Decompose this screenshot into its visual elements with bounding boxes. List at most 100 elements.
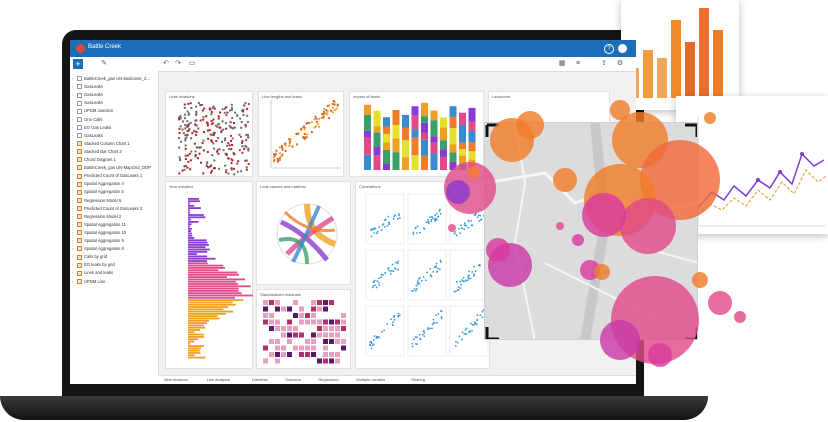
chevron-right-icon[interactable]: › <box>72 229 74 235</box>
sidebar-item[interactable]: › Chord Diagram 1 <box>72 156 116 164</box>
stacked-bar-segment <box>411 115 419 130</box>
help-button[interactable]: ? <box>604 44 614 54</box>
sidebar-item[interactable]: › Stacked Column Chart 1 <box>72 140 130 148</box>
add-button[interactable]: + <box>73 59 83 69</box>
card-impact[interactable]: Impact of leaks <box>349 91 484 177</box>
correlation-point <box>464 328 467 331</box>
toolbar: + ✎ ↶ ↷ ▭ ▦ ≡ ⇪ ⚙ <box>70 57 636 72</box>
leak-dot <box>246 121 249 124</box>
sidebar-item[interactable]: › GasLeaks <box>72 91 103 99</box>
chevron-right-icon[interactable]: › <box>72 157 74 162</box>
chevron-right-icon[interactable]: › <box>72 254 74 260</box>
sidebar-item[interactable]: › Lines and leaks <box>72 269 113 277</box>
leak-dot <box>194 119 197 122</box>
heatmap-cell <box>329 332 334 338</box>
chevron-right-icon[interactable]: › <box>72 100 74 106</box>
layout-icon[interactable]: ▭ <box>188 60 196 67</box>
chevron-right-icon[interactable]: › <box>72 189 74 195</box>
edit-icon[interactable]: ✎ <box>101 60 107 67</box>
sidebar-item[interactable]: › EO leaks by grid <box>72 261 115 269</box>
chevron-right-icon[interactable]: › <box>72 270 74 276</box>
stacked-bar-segment <box>468 151 476 160</box>
chevron-right-icon[interactable]: › <box>72 76 74 81</box>
tab-item[interactable]: Dateflow <box>252 377 268 382</box>
tab-item[interactable]: Regression <box>318 377 339 382</box>
scatter-point <box>320 112 324 116</box>
card-leak-locations[interactable]: Leak locations <box>165 91 253 177</box>
sidebar-item[interactable]: › BattleCreek_gas UN-MapGrid_DDP <box>72 164 151 172</box>
share-icon[interactable]: ⇪ <box>601 60 607 67</box>
heatmap-cell <box>311 319 316 325</box>
card-leak-causes[interactable]: Leak causes and material <box>256 181 351 285</box>
correlation-point <box>412 233 415 236</box>
chevron-right-icon[interactable]: › <box>72 205 74 211</box>
heatmap-cell <box>317 358 322 364</box>
redo-icon[interactable]: ↷ <box>175 60 181 67</box>
visualization-icon <box>77 278 82 284</box>
card-line-lengths[interactable]: Line lengths and leaks <box>258 91 344 177</box>
sidebar-item[interactable]: › GasLeaks <box>72 83 103 91</box>
leak-dot <box>217 123 220 126</box>
chevron-right-icon[interactable]: › <box>72 238 74 243</box>
sidebar-item[interactable]: › Spatial Aggregation 10 <box>72 229 126 237</box>
chevron-right-icon[interactable]: › <box>72 197 74 203</box>
chevron-right-icon[interactable]: › <box>72 132 74 138</box>
chevron-right-icon[interactable]: › <box>72 148 74 154</box>
sidebar-item[interactable]: › Stacked Bar Chart 2 <box>72 148 122 156</box>
sidebar-item[interactable]: › GasLeaks <box>72 132 103 140</box>
card-std-residuals[interactable]: Standardized residuals <box>256 289 351 369</box>
sidebar-item[interactable]: › Spatial Aggregation 9 <box>72 237 124 245</box>
card-year-installed[interactable]: Year installed <box>165 181 254 369</box>
sidebar-item[interactable]: › EO Gas Leaks <box>72 124 111 132</box>
tab-item[interactable]: Scenario <box>285 377 301 382</box>
tab-item[interactable]: New features <box>164 377 188 382</box>
sidebar-item[interactable]: › Spatial Aggregation 8 <box>72 245 124 253</box>
chevron-right-icon[interactable]: › <box>72 124 74 130</box>
sidebar-item[interactable]: › Regression Model 2 <box>72 213 121 221</box>
leak-dot <box>199 104 202 107</box>
sidebar-item[interactable]: › UPDM Line <box>72 278 105 286</box>
sidebar-item[interactable]: › Regression Model 5 <box>72 197 121 205</box>
chevron-right-icon[interactable]: › <box>72 140 74 146</box>
correlation-point <box>431 327 433 330</box>
sidebar-item[interactable]: › Predicted Count of GasLeaks 1 <box>72 172 142 180</box>
sidebar-item[interactable]: › Spatial Aggregation 5 <box>72 188 124 196</box>
chevron-right-icon[interactable]: › <box>72 181 74 187</box>
avatar[interactable] <box>618 44 627 53</box>
chevron-right-icon[interactable]: › <box>72 246 74 252</box>
tab-item[interactable]: Multiple variable <box>356 377 386 382</box>
leak-dot <box>199 146 202 149</box>
scatter-point <box>335 107 338 110</box>
tab-item[interactable]: Sharing <box>411 377 425 382</box>
chevron-right-icon[interactable]: › <box>72 221 74 227</box>
tab-item[interactable]: Link analysis <box>206 377 230 382</box>
sidebar-item[interactable]: › GasLeaks <box>72 99 103 107</box>
chevron-right-icon[interactable]: › <box>72 213 74 219</box>
sidebar-item[interactable]: › BattleCreek_gas UN-landcover_2... <box>72 75 150 83</box>
leak-dot <box>244 102 247 105</box>
chevron-right-icon[interactable]: › <box>72 173 74 179</box>
chevron-right-icon[interactable]: › <box>72 84 74 90</box>
heatmap-cell <box>311 306 316 312</box>
grid-icon[interactable]: ▦ <box>558 60 566 67</box>
layer-icon[interactable]: ≡ <box>575 60 581 67</box>
chevron-right-icon[interactable]: › <box>72 116 74 122</box>
settings-icon[interactable]: ⚙ <box>616 60 624 67</box>
sidebar-item[interactable]: › Spatial Aggregation 4 <box>72 180 124 188</box>
undo-icon[interactable]: ↶ <box>163 60 169 67</box>
correlation-point <box>436 218 438 221</box>
sidebar-item[interactable]: › Predicted Count of GasLeaks 3 <box>72 205 142 213</box>
chevron-right-icon[interactable]: › <box>72 278 74 284</box>
heatmap-cell <box>335 339 340 344</box>
sidebar-item[interactable]: › Calls by grid <box>72 253 107 261</box>
sidebar-item[interactable]: › One Calls <box>72 116 102 124</box>
sidebar-item[interactable]: › Spatial Aggregation 11 <box>72 221 126 229</box>
sidebar-item[interactable]: › UPDM Junction <box>72 107 113 115</box>
chevron-right-icon[interactable]: › <box>72 165 74 171</box>
correlation-point <box>370 340 373 343</box>
chevron-right-icon[interactable]: › <box>72 262 74 268</box>
histogram-bar <box>188 354 195 357</box>
chevron-right-icon[interactable]: › <box>72 108 74 114</box>
chevron-right-icon[interactable]: › <box>72 92 74 98</box>
impact-stacked-bars <box>364 102 476 170</box>
